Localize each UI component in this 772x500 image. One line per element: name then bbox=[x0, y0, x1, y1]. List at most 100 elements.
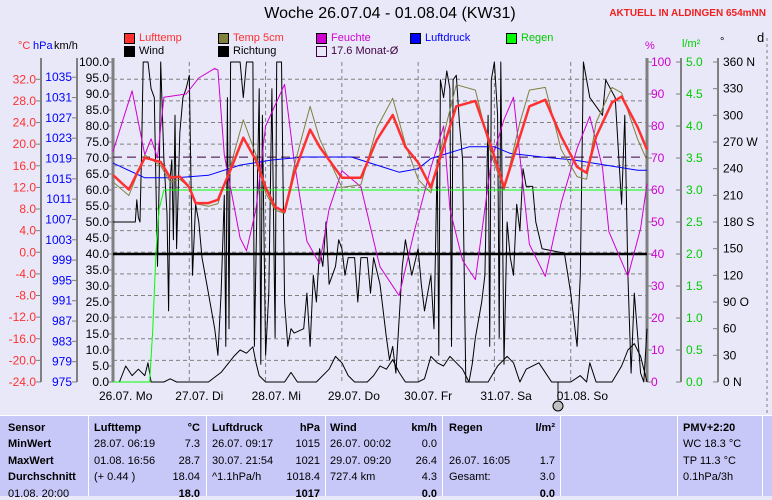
column-unit: °C bbox=[187, 422, 200, 434]
humidity-axis-unit: % bbox=[645, 40, 655, 52]
rain-tick-label: 2.5 bbox=[686, 215, 703, 229]
rain-value: 3.0 bbox=[539, 471, 555, 483]
pressure-tick-label: 1035 bbox=[45, 70, 72, 84]
wind-time: 727.4 km bbox=[330, 471, 376, 483]
legend-item: Temp 5cm bbox=[218, 32, 284, 44]
pressure-time: 26.07. 09:17 bbox=[212, 438, 274, 450]
weather-chart: 26.07. Mo 27.07. Di 28.07. Mi 29.07. Do 30.0… bbox=[9, 38, 768, 415]
pressure-tick-label: 1015 bbox=[45, 172, 72, 186]
temp-value: 7.3 bbox=[184, 438, 200, 450]
legend-swatch bbox=[124, 45, 135, 57]
pressure-tick-label: 1019 bbox=[45, 152, 72, 166]
direction-tick-label: 120 bbox=[723, 268, 743, 282]
wind-tick-label: 5.0 bbox=[92, 359, 109, 373]
legend-swatch bbox=[124, 32, 135, 44]
humidity-tick-label: 60 bbox=[651, 183, 665, 197]
temp-tick-label: -4.0 bbox=[15, 267, 36, 281]
pressure-tick-label: 983 bbox=[52, 334, 72, 348]
column-header: Lufttemp bbox=[94, 422, 142, 434]
temp-tick-label: 0.0 bbox=[19, 245, 36, 259]
wind-tick-label: 30.0 bbox=[86, 279, 110, 293]
temp-value: 28.7 bbox=[178, 454, 200, 467]
rain-tick-label: 2.0 bbox=[686, 247, 703, 261]
rain-tick-label: 4.5 bbox=[686, 87, 703, 101]
series-wind bbox=[113, 343, 648, 383]
column-header: Regen bbox=[449, 422, 483, 434]
humidity-tick-label: 30 bbox=[651, 279, 665, 293]
plot-area bbox=[113, 62, 647, 382]
wind-value: 26.4 bbox=[415, 454, 437, 467]
wind-tick-label: 45.0 bbox=[86, 231, 110, 245]
temp-tick-label: -24.0 bbox=[9, 375, 37, 389]
column-unit: km/h bbox=[411, 422, 437, 434]
legend-label: Feuchte bbox=[331, 32, 371, 44]
temp-tick-label: -8.0 bbox=[15, 289, 36, 303]
pressure-tick-label: 987 bbox=[52, 314, 72, 328]
rain-tick-label: 0.0 bbox=[686, 375, 703, 389]
day-label: 30.07. Fr bbox=[404, 389, 452, 403]
column-divider bbox=[442, 416, 443, 496]
rain-time: Gesamt: bbox=[449, 471, 491, 483]
wind-axis-unit: km/h bbox=[54, 40, 78, 52]
series-feuchte bbox=[112, 67, 648, 297]
legend-swatch bbox=[316, 32, 327, 44]
legend-label: Wind bbox=[139, 45, 165, 57]
direction-tick-label: 210 bbox=[723, 188, 743, 202]
pmv-info: 0.1hPa/3h bbox=[683, 471, 734, 483]
temp-axis-unit: °C bbox=[18, 40, 31, 52]
legend-item: Regen bbox=[506, 32, 553, 44]
pressure-tick-label: 1027 bbox=[45, 111, 72, 125]
row-label: MaxWert bbox=[8, 454, 54, 467]
pressure-tick-label: 1003 bbox=[45, 233, 72, 247]
rain-tick-label: 4.0 bbox=[686, 119, 703, 133]
pressure-tick-label: 999 bbox=[52, 253, 72, 267]
temp-time: 28.07. 06:19 bbox=[94, 438, 156, 450]
day-label: 26.07. Mo bbox=[99, 389, 153, 403]
temp-tick-label: 32.0 bbox=[13, 72, 37, 86]
wind-tick-label: 75.0 bbox=[86, 135, 110, 149]
legend-item: Feuchte bbox=[316, 32, 371, 44]
wind-value: 0.0 bbox=[421, 487, 437, 500]
row-label: Durchschnitt bbox=[8, 471, 76, 483]
rain-value: 0.0 bbox=[539, 487, 555, 500]
temp-tick-label: -20.0 bbox=[9, 353, 37, 367]
pressure-time: ^1.1hPa/h bbox=[212, 471, 262, 483]
wind-tick-label: 35.0 bbox=[86, 263, 110, 277]
wind-time: 26.07. 00:02 bbox=[330, 438, 392, 450]
humidity-tick-label: 90 bbox=[651, 87, 665, 101]
wind-tick-label: 90.0 bbox=[86, 87, 110, 101]
wind-tick-label: 85.0 bbox=[86, 103, 110, 117]
wind-tick-label: 25.0 bbox=[86, 295, 110, 309]
humidity-tick-label: 80 bbox=[651, 119, 665, 133]
row-label: 01.08. 20:00 bbox=[8, 487, 70, 500]
legend-swatch bbox=[218, 32, 229, 44]
column-header: Wind bbox=[330, 422, 357, 434]
humidity-tick-label: 0 bbox=[651, 375, 658, 389]
temp-time: (+ 0.44 ) bbox=[94, 471, 136, 483]
pressure-value: 1017 bbox=[295, 487, 320, 500]
direction-tick-label: 150 bbox=[723, 242, 743, 256]
legend-item: Wind bbox=[124, 45, 164, 57]
direction-tick-label: 0 N bbox=[723, 375, 742, 389]
wind-tick-label: 60.0 bbox=[86, 183, 110, 197]
direction-tick-label: 270 W bbox=[723, 135, 758, 149]
rain-axis-unit: l/m² bbox=[682, 38, 701, 50]
time-slider-handle[interactable] bbox=[552, 400, 564, 412]
rain-time: 26.07. 16:05 bbox=[449, 454, 511, 467]
legend-label: Richtung bbox=[233, 45, 277, 57]
rain-value: 1.7 bbox=[539, 454, 555, 467]
series-lufttemp bbox=[112, 95, 649, 213]
wind-tick-label: 50.0 bbox=[86, 215, 110, 229]
column-unit: l/m² bbox=[535, 422, 555, 434]
wind-value: 4.3 bbox=[421, 471, 437, 483]
column-divider bbox=[206, 416, 207, 496]
rain-tick-label: 5.0 bbox=[686, 55, 703, 69]
column-divider bbox=[325, 416, 326, 496]
summary-table: Sensor Lufttemp °C Luftdruck hPa Wind km/h Rege… bbox=[0, 415, 772, 500]
column-divider bbox=[762, 416, 763, 496]
pressure-tick-label: 1011 bbox=[46, 192, 72, 206]
column-header: Luftdruck bbox=[212, 422, 263, 434]
wind-tick-label: 55.0 bbox=[86, 199, 110, 213]
day-label: 31.07. Sa bbox=[480, 389, 532, 403]
humidity-tick-label: 40 bbox=[651, 247, 665, 261]
